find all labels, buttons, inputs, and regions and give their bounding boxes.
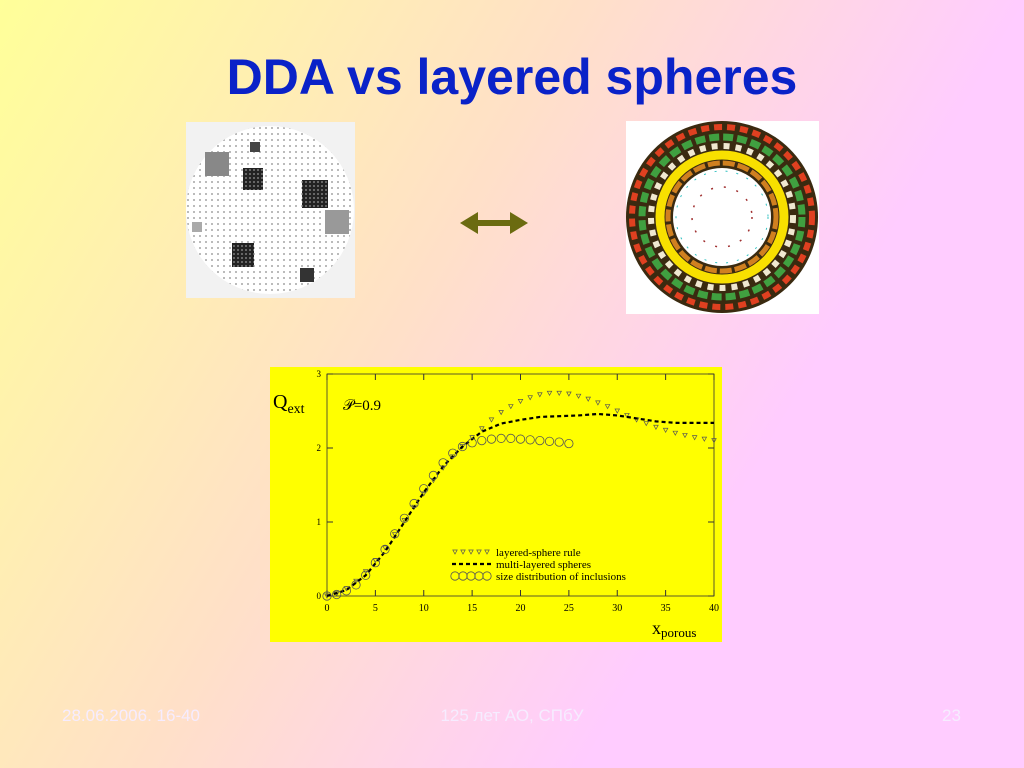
x-tick-label: 0: [325, 603, 330, 614]
y-label-sub: ext: [287, 402, 304, 417]
triangle-marker: [420, 491, 427, 497]
triangle-marker: [556, 390, 562, 396]
triangle-marker: [643, 421, 650, 427]
triangle-marker: [653, 424, 659, 431]
legend-label: size distribution of inclusions: [496, 571, 626, 583]
triangle-marker: [362, 569, 369, 575]
circle-marker: [370, 558, 380, 568]
y-axis-label: Qext: [273, 391, 305, 417]
slide-title: DDA vs layered spheres: [226, 49, 798, 105]
triangle-marker: [566, 391, 572, 397]
circle-marker: [467, 438, 477, 448]
circle-marker: [554, 437, 564, 447]
legend-swatch: [452, 549, 458, 555]
x-label-sub: porous: [661, 625, 696, 640]
circle-marker: [544, 436, 555, 446]
legend-swatch: [468, 549, 474, 555]
x-tick-label: 35: [661, 603, 671, 614]
y-tick-label: 3: [317, 369, 322, 379]
circle-marker: [457, 441, 468, 452]
triangle-marker: [662, 427, 669, 433]
circle-marker: [322, 591, 332, 601]
triangle-marker: [537, 392, 543, 398]
triangle-marker: [624, 413, 630, 419]
triangle-marker: [391, 532, 398, 538]
triangle-marker: [672, 430, 679, 436]
dda-image: [186, 122, 355, 298]
triangle-marker: [711, 438, 717, 444]
x-tick-label: 15: [467, 603, 477, 614]
triangle-marker: [614, 408, 621, 414]
y-tick-label: 0: [317, 591, 322, 601]
circle-marker: [409, 498, 419, 509]
circle-marker: [390, 529, 400, 539]
circle-marker: [438, 458, 448, 468]
footer-center: 125 лет АО, СПбУ: [440, 706, 584, 725]
footer-page: 23: [942, 706, 961, 725]
footer-date: 28.06.2006. 16-40: [62, 706, 201, 725]
triangle-marker: [508, 404, 514, 410]
x-label-main: x: [652, 618, 661, 638]
circle-marker: [419, 484, 429, 494]
x-tick-label: 40: [709, 603, 719, 614]
chart: 0 5 10 15 20 25 30 35 40 0 1 2 3 Qext xporous 𝒫=0.9 laye…: [270, 367, 722, 642]
circle-marker: [486, 434, 497, 444]
x-tick-label: 5: [373, 603, 378, 614]
triangle-marker: [595, 400, 601, 406]
triangle-marker: [479, 426, 485, 432]
triangle-marker: [604, 404, 611, 410]
triangle-marker: [682, 433, 688, 439]
legend-swatch: [476, 549, 482, 555]
triangle-marker: [498, 410, 504, 416]
triangle-marker: [353, 578, 359, 584]
circle-marker: [448, 448, 458, 458]
legend-swatch: [482, 571, 492, 581]
y-tick-label: 1: [317, 517, 322, 527]
layered-sphere-image: [626, 121, 819, 314]
dashed-line: [326, 412, 714, 598]
circle-marker: [535, 435, 545, 446]
x-tick-label: 20: [516, 603, 526, 614]
x-tick-label: 10: [419, 603, 429, 614]
y-tick-label: 2: [317, 443, 322, 453]
triangle-marker: [575, 393, 582, 399]
circle-marker: [525, 435, 535, 445]
x-axis-label: xporous: [652, 618, 696, 640]
circle-marker: [515, 434, 526, 444]
legend-swatch: [460, 549, 466, 555]
circle-marker: [564, 438, 574, 449]
triangle-marker: [701, 436, 708, 442]
circle-marker: [428, 470, 439, 480]
circle-marker: [496, 433, 506, 443]
x-tick-label: 25: [564, 603, 574, 614]
circle-marker: [477, 435, 487, 446]
triangle-marker: [527, 395, 533, 401]
triangle-marker: [488, 417, 495, 423]
legend-swatch: [484, 549, 490, 555]
legend-label: multi-layered spheres: [496, 559, 591, 571]
circle-marker: [506, 433, 516, 443]
circle-marker: [380, 544, 390, 554]
circle-marker: [399, 513, 409, 523]
triangle-marker: [546, 390, 553, 396]
triangle-marker: [585, 396, 592, 402]
x-tick-label: 30: [612, 603, 622, 614]
triangle-marker: [517, 399, 524, 405]
circle-marker: [361, 570, 371, 580]
triangle-marker: [691, 435, 698, 441]
circle-marker: [341, 586, 351, 596]
y-label-main: Q: [273, 391, 288, 413]
circle-marker: [351, 580, 361, 590]
circle-marker: [332, 589, 342, 600]
triangle-marker: [382, 545, 388, 551]
legend-label: layered-sphere rule: [496, 547, 581, 559]
annotation: 𝒫=0.9: [343, 398, 381, 414]
double-arrow: [460, 212, 528, 234]
